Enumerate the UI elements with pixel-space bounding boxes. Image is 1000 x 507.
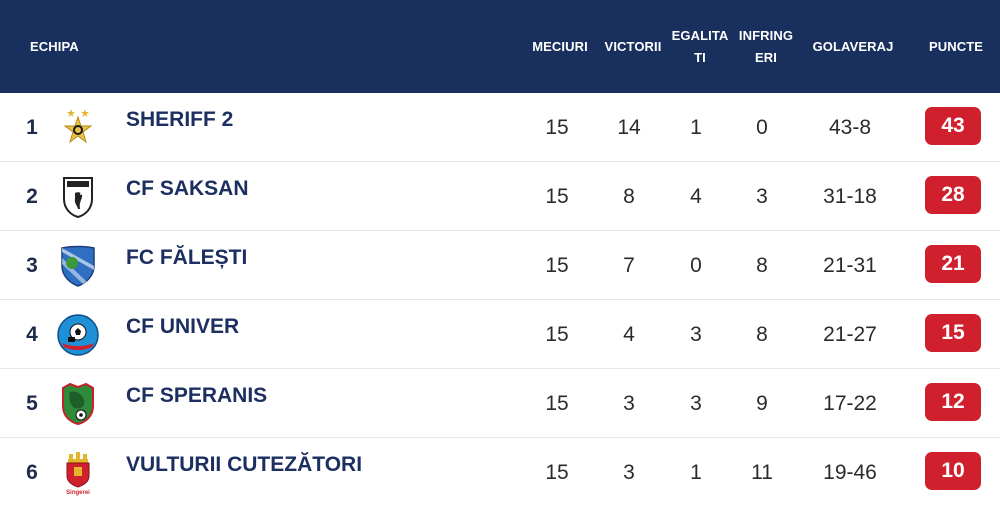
points-badge: 15 [925,313,981,352]
table-row[interactable]: 5 CF SPERANIS 15 3 3 9 17-22 12 [0,369,1000,438]
rank: 3 [26,253,38,277]
draws: 1 [690,115,702,139]
losses: 0 [756,115,768,139]
played: 15 [545,322,569,346]
header-draws[interactable]: EGALITATI [671,27,729,65]
table-row[interactable]: 3 FC FĂLEȘTI 15 7 0 8 21-31 21 [0,231,1000,300]
rank: 5 [26,391,38,415]
goal-difference: 17-22 [823,391,877,415]
losses: 9 [756,391,768,415]
team-name[interactable]: CF SPERANIS [126,383,268,407]
points-badge: 10 [925,451,981,490]
vulturii-castle-crest-icon: Singerei [54,438,102,507]
team-name[interactable]: SHERIFF 2 [126,107,234,131]
goal-difference: 21-27 [823,322,877,346]
wins: 4 [623,322,635,346]
header-played[interactable]: MECIURI [532,38,588,54]
table-row[interactable]: 2 CF SAKSAN 15 8 4 3 31-18 28 [0,162,1000,231]
sheriff-star-crest-icon [54,93,102,162]
draws: 3 [690,322,702,346]
draws: 0 [690,253,702,277]
header-wins[interactable]: VICTORII [604,38,662,54]
points-cell: 12 [925,369,981,438]
table-row[interactable]: 4 CF UNIVER 15 4 3 8 21-27 15 [0,300,1000,369]
points-cell: 21 [925,231,981,300]
table-row[interactable]: 1 SHERIFF 2 15 14 1 0 43-8 43 [0,93,1000,162]
draws: 1 [690,460,702,484]
points-badge: 43 [925,106,981,145]
points-cell: 28 [925,162,981,231]
points-badge: 21 [925,244,981,283]
points-cell: 15 [925,300,981,369]
played: 15 [545,460,569,484]
svg-text:Singerei: Singerei [66,490,90,496]
saksan-bird-shield-icon [54,162,102,231]
falesti-blue-shield-icon [54,231,102,300]
played: 15 [545,391,569,415]
wins: 14 [617,115,641,139]
rank: 2 [26,184,38,208]
losses: 11 [751,460,773,484]
univer-ball-circle-icon [54,300,102,369]
team-name[interactable]: CF SAKSAN [126,176,249,200]
speranis-green-shield-icon [54,369,102,438]
team-name[interactable]: FC FĂLEȘTI [126,245,248,269]
points-badge: 28 [925,175,981,214]
played: 15 [545,253,569,277]
rank: 6 [26,460,38,484]
points-cell: 43 [925,93,981,162]
draws: 4 [690,184,702,208]
wins: 3 [623,391,635,415]
table-header: ECHIPA MECIURI VICTORII EGALITATI INFRIN… [0,0,1000,93]
table-row[interactable]: 6 Singerei VULTURII CUTEZĂTORI 15 3 1 11… [0,438,1000,507]
wins: 7 [623,253,635,277]
header-losses[interactable]: INFRINGERI [738,27,794,65]
rank: 4 [26,322,38,346]
rank: 1 [26,115,38,139]
header-team[interactable]: ECHIPA [30,38,79,54]
goal-difference: 31-18 [823,184,877,208]
header-points[interactable]: PUNCTE [928,38,984,54]
goal-difference: 43-8 [828,115,872,139]
goal-difference: 19-46 [823,460,877,484]
losses: 8 [756,322,768,346]
played: 15 [545,184,569,208]
played: 15 [545,115,569,139]
wins: 3 [623,460,635,484]
wins: 8 [623,184,635,208]
team-name[interactable]: VULTURII CUTEZĂTORI [126,452,363,476]
goal-difference: 21-31 [823,253,877,277]
points-cell: 10 [925,438,981,507]
draws: 3 [690,391,702,415]
points-badge: 12 [925,382,981,421]
losses: 8 [756,253,768,277]
team-name[interactable]: CF UNIVER [126,314,240,338]
losses: 3 [756,184,768,208]
header-goals[interactable]: GOLAVERAJ [812,38,894,54]
